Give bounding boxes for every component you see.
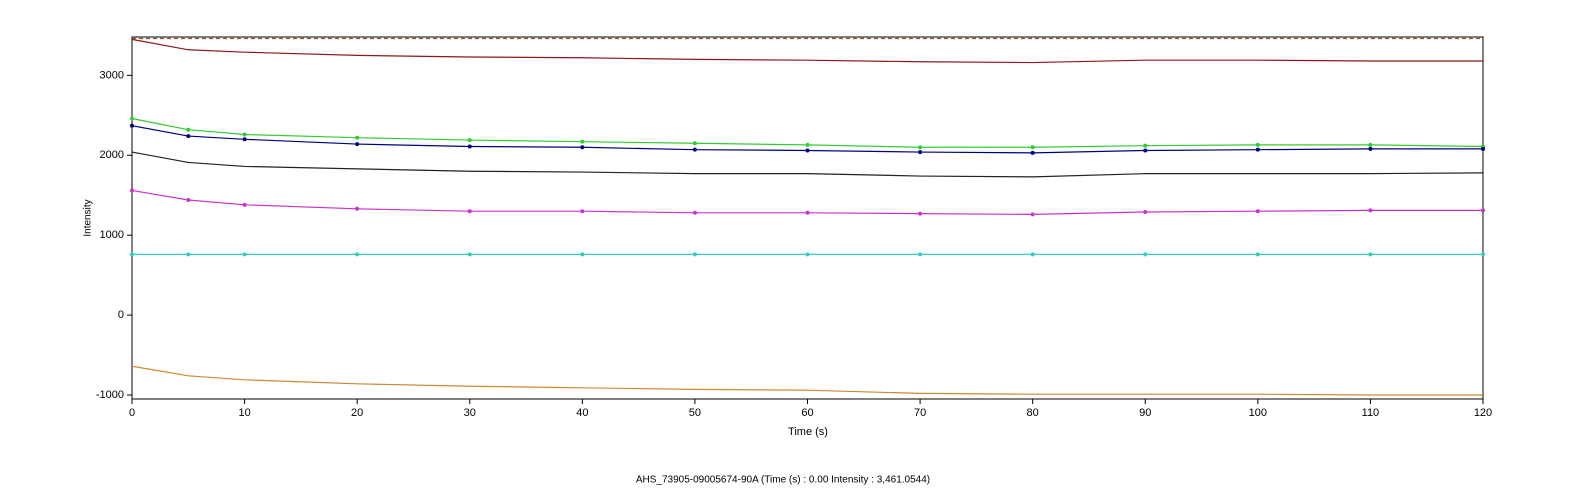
series-marker	[467, 138, 472, 143]
x-tick-label: 40	[576, 407, 588, 419]
series-marker	[467, 209, 472, 214]
series-marker	[918, 145, 923, 150]
series-marker	[1143, 143, 1148, 148]
series-marker	[242, 252, 247, 257]
series-marker	[467, 144, 472, 149]
x-tick-label: 90	[1139, 407, 1151, 419]
series-marker	[1481, 252, 1485, 257]
series-marker	[918, 211, 923, 216]
series-marker	[580, 252, 585, 257]
series-marker	[1030, 252, 1035, 257]
series-marker	[1030, 150, 1035, 155]
x-tick-label: 20	[351, 407, 363, 419]
x-tick-label: 120	[1474, 407, 1492, 419]
series-marker	[918, 150, 923, 155]
series-marker	[805, 252, 810, 257]
status-text: AHS_73905-09005674-90A (Time (s) : 0.00 …	[636, 475, 930, 486]
series-marker	[1481, 146, 1485, 151]
series-marker	[1368, 252, 1373, 257]
series-marker	[467, 252, 472, 257]
series-marker	[1368, 146, 1373, 151]
series-marker	[580, 209, 585, 214]
series-marker	[186, 252, 191, 257]
x-tick-label: 10	[238, 407, 250, 419]
y-tick-label: 3000	[100, 69, 124, 81]
series-marker	[355, 252, 360, 257]
series-marker	[242, 132, 247, 137]
series-marker	[130, 116, 134, 121]
series-marker	[186, 127, 191, 132]
series-line	[131, 125, 1483, 154]
y-tick-label: 0	[118, 309, 124, 321]
series-marker	[1255, 147, 1260, 152]
series-marker	[805, 148, 810, 153]
x-tick-label: 110	[1362, 407, 1380, 419]
series-marker	[1481, 208, 1485, 213]
series-marker	[242, 202, 247, 207]
series-marker	[692, 147, 697, 152]
series-marker	[1030, 145, 1035, 150]
series-marker	[186, 134, 191, 139]
x-tick-label: 30	[464, 407, 476, 419]
series-marker	[1255, 252, 1260, 257]
series-marker	[130, 188, 134, 193]
series-marker	[1030, 212, 1035, 217]
series-marker	[1368, 142, 1373, 147]
series-marker	[805, 142, 810, 147]
series-marker	[130, 123, 134, 128]
series-line	[131, 365, 1483, 396]
series-marker	[1143, 252, 1148, 257]
series-marker	[1255, 142, 1260, 147]
series-marker	[692, 252, 697, 257]
x-tick-label: 80	[1027, 407, 1039, 419]
series-marker	[692, 210, 697, 215]
series-marker	[580, 145, 585, 150]
series-marker	[1143, 148, 1148, 153]
x-tick-label: 70	[914, 407, 926, 419]
series-line	[131, 117, 1484, 148]
series-marker	[580, 139, 585, 144]
series-line	[131, 189, 1483, 216]
series-marker	[918, 252, 923, 257]
x-tick-label: 60	[801, 407, 813, 419]
series-marker	[355, 142, 360, 147]
series-marker	[186, 198, 191, 203]
y-axis-label: Intensity	[83, 199, 94, 236]
x-tick-label: 50	[689, 407, 701, 419]
x-axis-label: Time (s)	[788, 426, 828, 438]
series-marker	[242, 137, 247, 142]
plot-frame	[131, 36, 1484, 400]
series-line	[131, 38, 1483, 64]
series-marker	[1368, 208, 1373, 213]
x-tick-label: 0	[129, 407, 135, 419]
series-marker	[1143, 210, 1148, 215]
series-marker	[1255, 209, 1260, 214]
series-line	[131, 151, 1484, 178]
y-tick-label: -1000	[96, 389, 124, 401]
y-tick-label: 1000	[100, 229, 124, 241]
series-marker	[130, 252, 134, 257]
series-marker	[355, 135, 360, 140]
y-tick-label: 2000	[100, 149, 124, 161]
series-marker	[805, 210, 810, 215]
series-marker	[692, 141, 697, 146]
series-marker	[355, 206, 360, 211]
x-tick-label: 100	[1249, 407, 1267, 419]
